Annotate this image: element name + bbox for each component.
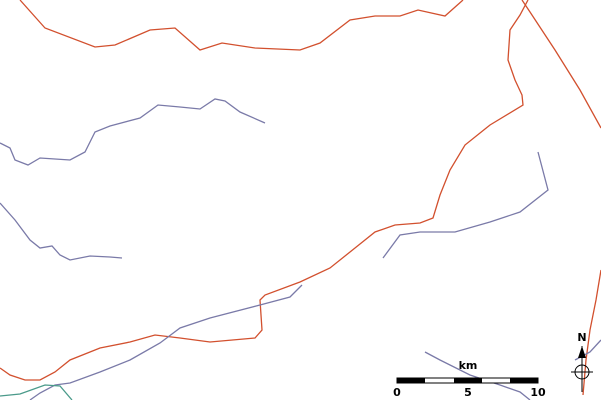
road [19, 0, 464, 51]
scale-segment [510, 378, 538, 383]
river [29, 284, 303, 400]
scale-bar: km 0 5 10 [393, 359, 546, 399]
scale-label: 0 [393, 386, 401, 399]
river [382, 151, 549, 259]
scale-segment [454, 378, 482, 383]
road [0, 0, 529, 381]
north-arrow: N [571, 331, 593, 392]
road [521, 0, 601, 129]
scale-label: 10 [530, 386, 546, 399]
scale-label: 5 [464, 386, 472, 399]
scale-segment [397, 378, 425, 383]
north-label: N [577, 331, 586, 344]
river [0, 98, 266, 166]
scale-unit: km [459, 359, 478, 372]
river [0, 202, 123, 261]
river [0, 384, 73, 400]
